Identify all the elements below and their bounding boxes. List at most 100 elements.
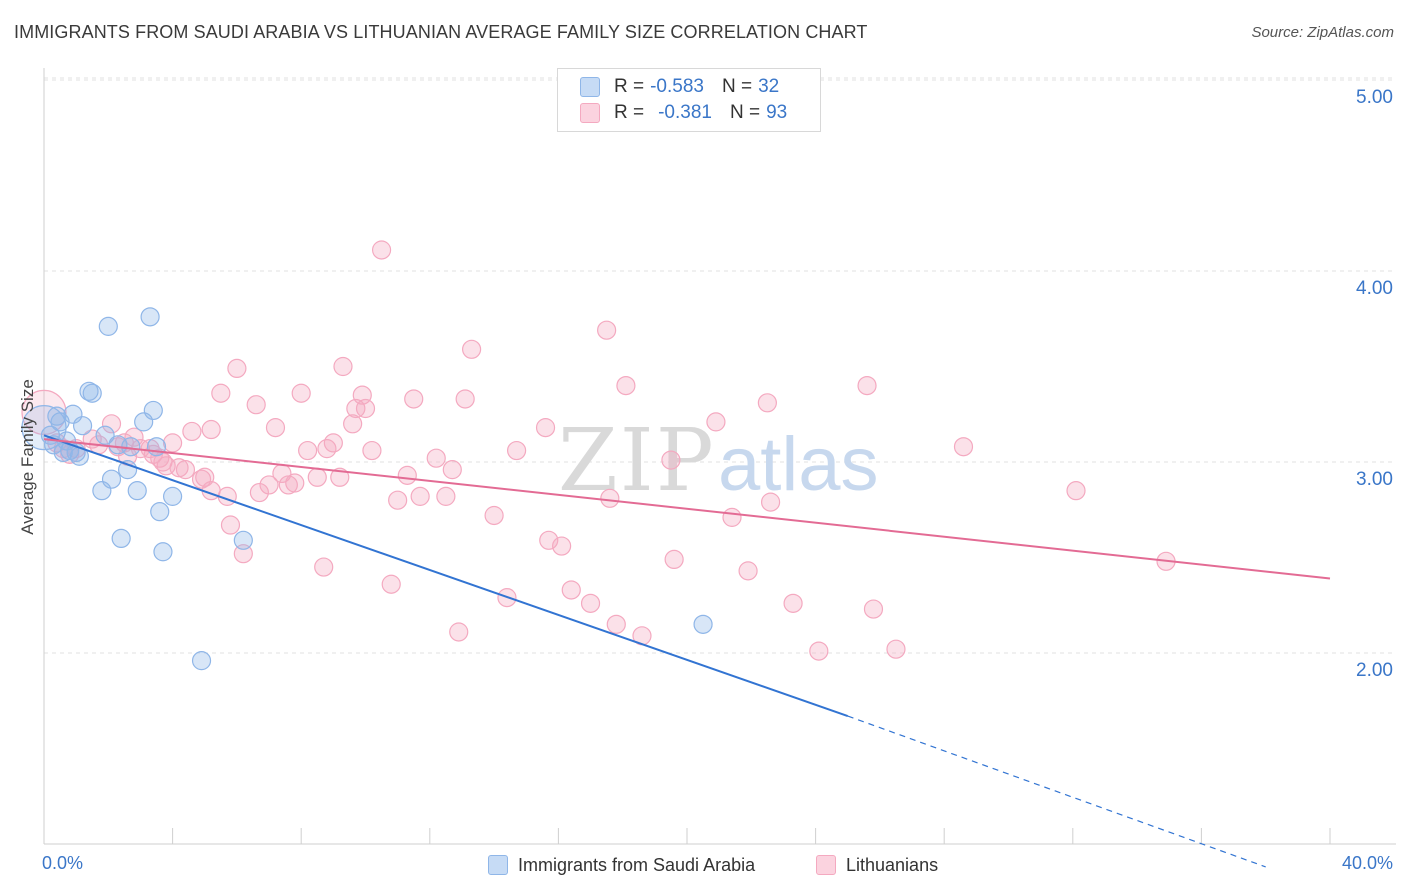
saudi-point	[191, 651, 212, 671]
lithuanian-point	[760, 492, 781, 512]
lithuanian-point	[507, 440, 527, 461]
saudi-point	[98, 316, 118, 336]
lithuanian-point	[757, 393, 777, 413]
saudi-point	[153, 542, 173, 562]
grid-lines	[44, 77, 1396, 654]
lithuanian-point	[249, 482, 270, 503]
lithuanian-point	[101, 414, 122, 434]
lithuanian-point	[953, 437, 974, 457]
legend-r-label: R =	[614, 102, 645, 123]
saudi-point	[127, 481, 147, 501]
lithuanian-point	[355, 398, 376, 419]
legend-swatch-saudi	[580, 77, 600, 97]
legend-r-label: R =	[614, 76, 645, 97]
lithuanian-point	[442, 460, 462, 480]
saudi-point	[233, 530, 253, 550]
series-swatch-lithuanian	[816, 855, 836, 875]
lithuanian-point	[343, 414, 363, 434]
legend-n-value-saudi: 32	[758, 76, 780, 97]
lithuanian-trend-line	[43, 438, 1331, 580]
watermark-atlas: atlas	[718, 422, 879, 507]
legend-row-saudi: R = -0.583 N = 32	[580, 75, 779, 99]
x-tick-label-min: 0.0%	[42, 853, 83, 873]
lithuanian-point	[722, 507, 742, 527]
source-label: Source: ZipAtlas.com	[1251, 24, 1394, 41]
lithuanian-point	[381, 574, 401, 594]
lithuanian-point	[371, 240, 392, 260]
lithuanian-point	[886, 639, 906, 659]
lithuanian-point	[484, 505, 504, 526]
lithuanian-point	[298, 440, 318, 461]
lithuanian-point	[201, 419, 221, 440]
watermark: ZIP atlas	[558, 411, 879, 511]
lithuanian-point	[330, 467, 350, 487]
lithuanian-point	[265, 418, 286, 438]
saudi-point	[121, 437, 141, 457]
lithuanian-point	[246, 395, 266, 415]
lithuanian-point	[580, 593, 601, 613]
y-tick-label: 2.00	[1356, 660, 1393, 681]
lithuanian-point	[291, 383, 311, 403]
lithuanian-point	[220, 515, 241, 535]
lithuanian-point	[661, 450, 681, 470]
lithuanian-point	[863, 599, 884, 619]
saudi-point	[163, 486, 183, 506]
series-name-lithuanian: Lithuanians	[846, 854, 939, 875]
lithuanian-point	[227, 358, 247, 379]
saudi-point	[111, 528, 131, 549]
lithuanian-point	[552, 536, 572, 556]
lithuanian-point	[211, 383, 231, 403]
tick-labels: 2.00 3.00 4.00 5.00 0.0% 40.0%	[42, 87, 1393, 873]
lithuanian-point	[410, 486, 430, 506]
trend-lines	[43, 434, 1331, 868]
y-axis-label: Average Family Size	[18, 379, 37, 535]
lithuanian-point	[388, 490, 408, 510]
legend-n-label: N =	[721, 76, 753, 97]
lithuanian-point	[616, 376, 636, 396]
saudi-trend-extension	[847, 715, 1266, 868]
lithuanian-point	[314, 557, 334, 577]
saudi-trend-line	[43, 434, 849, 717]
lithuanian-point	[285, 473, 305, 493]
saudi-point	[79, 381, 99, 401]
y-tick-label: 4.00	[1356, 278, 1393, 299]
saudi-point	[72, 416, 93, 436]
lithuanian-point	[600, 488, 620, 508]
watermark-zip: ZIP	[558, 411, 716, 511]
y-tick-label: 3.00	[1356, 469, 1393, 490]
lithuanian-point	[21, 389, 67, 435]
lithuanian-point	[307, 467, 327, 487]
series-legend-saudi: Immigrants from Saudi Arabia	[488, 852, 755, 878]
legend-r-value-saudi: -0.583	[650, 76, 704, 97]
lithuanian-point	[461, 339, 482, 359]
lithuanian-point	[397, 465, 417, 485]
lithuanian-point	[449, 622, 469, 642]
lithuanian-point	[175, 460, 196, 480]
lithuanian-point	[182, 421, 202, 442]
lithuanian-point	[606, 614, 626, 634]
lithuanian-point	[1066, 481, 1086, 501]
legend-row-lithuanian: R = -0.381 N = 93	[580, 101, 787, 125]
lithuanian-point	[362, 440, 382, 461]
legend-n-label: N =	[729, 102, 761, 123]
saudi-point	[693, 614, 713, 634]
lithuanian-point	[436, 486, 456, 506]
lithuanian-point	[664, 549, 684, 570]
axes	[43, 68, 1396, 845]
saudi-point	[150, 502, 170, 522]
lithuanian-point	[233, 544, 253, 564]
lithuanian-point	[259, 475, 279, 495]
x-tick-label-max: 40.0%	[1342, 853, 1393, 873]
legend-r-value-lithuanian: -0.381	[658, 102, 712, 123]
lithuanian-point	[323, 433, 343, 453]
stats-legend: R = -0.583 N = 32 R = -0.381 N = 93	[557, 68, 821, 132]
lithuanian-point	[535, 418, 556, 438]
lithuanian-point	[561, 580, 581, 600]
lithuanian-point	[706, 412, 726, 432]
lithuanian-point	[783, 593, 803, 613]
saudi-point	[101, 469, 122, 489]
legend-n-value-lithuanian: 93	[766, 102, 788, 123]
lithuanian-point	[857, 376, 877, 396]
saudi-point	[140, 307, 160, 327]
saudi-point	[82, 383, 102, 403]
